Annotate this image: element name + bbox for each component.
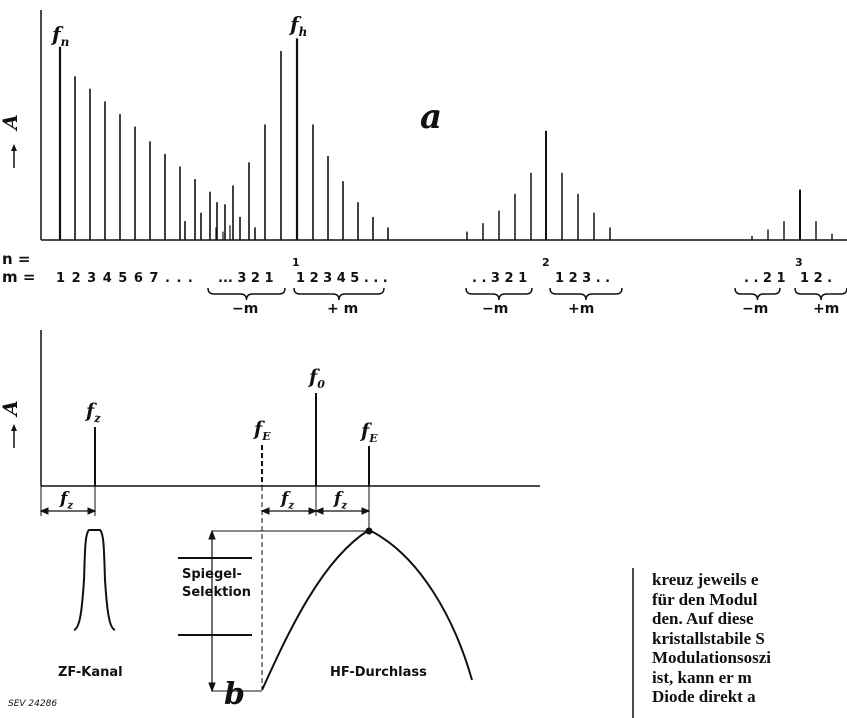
body-line: den. Auf diese: [652, 609, 754, 628]
n-row-label: n =: [2, 250, 31, 268]
group1-plus: + m: [327, 301, 359, 317]
fz-line-label: fz: [86, 400, 101, 425]
group3-plus: +m: [813, 301, 840, 317]
group1-right-m: 1 2 3 4 5 . . .: [296, 271, 388, 286]
fz-a-arrow-right: [308, 507, 318, 515]
fe-image-label: fE: [254, 418, 271, 443]
part-b-spectrum: [39, 330, 540, 693]
fz-b-arrow-left: [314, 507, 324, 515]
b-axis-label: A: [0, 400, 22, 416]
body-line: kreuz jeweils e: [652, 570, 759, 589]
zf-channel-label: ZF-Kanal: [58, 665, 123, 680]
fz-b-arrow-right: [361, 507, 371, 515]
m-sequence-0: 1 2 3 4 5 6 7 . . .: [56, 271, 194, 286]
body-line: Modulationsoszi: [652, 648, 772, 667]
part-a-letter: a: [420, 97, 443, 137]
m-group-braces: [207, 287, 847, 301]
brace-plus-1: [293, 287, 385, 301]
brace-plus-2: [549, 287, 623, 301]
body-line: Diode direkt a: [652, 687, 756, 706]
n-value-1: 1: [292, 256, 300, 269]
fz-span-arrow-left: [39, 507, 49, 515]
zf-channel-curve: [73, 529, 116, 631]
a-axis-arrow: [11, 144, 17, 168]
body-text-column: kreuz jeweils e für den Modul den. Auf d…: [652, 570, 771, 707]
a-spectral-lines: [58, 38, 833, 240]
body-line: kristallstabile S: [652, 628, 765, 648]
fz-span-arrow-right: [87, 507, 97, 515]
group1-minus: −m: [232, 301, 259, 317]
fe-label: fE: [361, 420, 378, 445]
body-line: ist, kann er m: [652, 667, 752, 687]
f0-label: f0: [309, 366, 325, 391]
group3-minus: −m: [742, 301, 769, 317]
plate-code: SEV 24286: [8, 699, 58, 709]
spiegel-arrow-bottom: [208, 682, 216, 693]
group1-left-m: ... 3 2 1: [218, 271, 274, 286]
group2-right-m: 1 2 3 . .: [555, 271, 611, 286]
part-a-spectrum: [40, 10, 847, 241]
a-axis-label: A: [0, 114, 22, 130]
fz-span-label: fz: [60, 489, 74, 512]
fn-label: fn: [52, 22, 70, 49]
brace-plus-3: [794, 287, 847, 301]
group2-left-m: . . 3 2 1: [472, 271, 528, 286]
fz-span-label-b: fz: [334, 489, 348, 512]
n-value-2: 2: [542, 256, 550, 269]
brace-minus-3: [734, 287, 781, 301]
body-line: für den Modul: [652, 589, 758, 609]
group3-right-m: 1 2 .: [800, 271, 833, 286]
spiegel-label-2: Selektion: [182, 585, 251, 600]
group2-minus: −m: [482, 301, 509, 317]
spiegel-label-1: Spiegel-: [182, 567, 242, 582]
m-row-label: m =: [2, 268, 36, 286]
brace-minus-1: [207, 287, 286, 301]
group2-plus: +m: [568, 301, 595, 317]
hf-passband-label: HF-Durchlass: [330, 665, 427, 680]
brace-minus-2: [465, 287, 533, 301]
fh-label: fh: [290, 12, 308, 39]
spiegel-arrow-top: [208, 529, 216, 540]
fz-span-label-a: fz: [281, 489, 295, 512]
group3-left-m: . . 2 1: [744, 271, 786, 286]
n-value-3: 3: [795, 256, 803, 269]
fz-a-arrow-left: [260, 507, 270, 515]
part-b-letter: b: [224, 677, 245, 712]
b-axis-arrow: [11, 424, 17, 448]
